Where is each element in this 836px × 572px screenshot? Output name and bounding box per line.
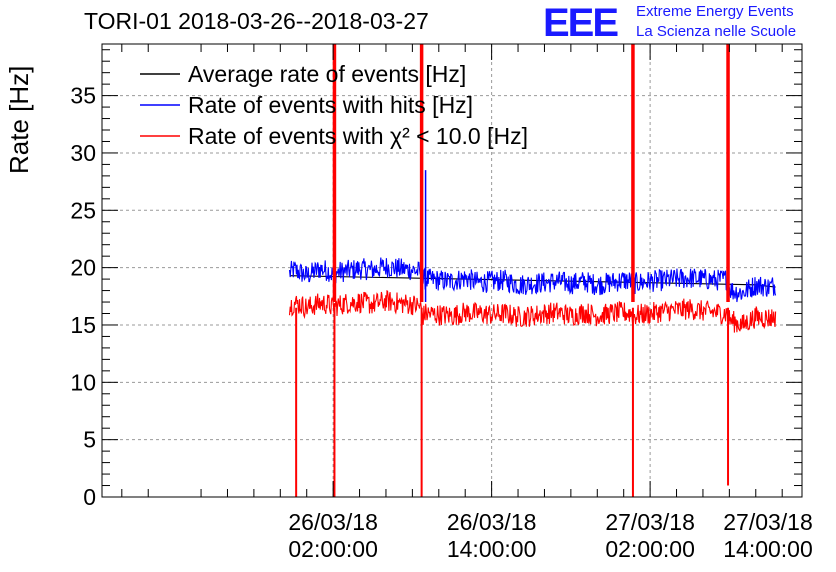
x-tick-date: 27/03/18 — [723, 509, 813, 535]
logo-line-1: Extreme Energy Events — [636, 3, 794, 20]
y-tick-label: 5 — [83, 427, 96, 453]
y-tick-label: 10 — [70, 369, 96, 395]
chart-title: TORI-01 2018-03-26--2018-03-27 — [84, 8, 429, 34]
x-tick-time: 14:00:00 — [447, 536, 537, 562]
y-tick-label: 30 — [70, 140, 96, 166]
legend-label: Rate of events with hits [Hz] — [188, 92, 473, 118]
y-tick-label: 25 — [70, 197, 96, 223]
x-tick-date: 26/03/18 — [447, 509, 537, 535]
axes: 0510152025303526/03/1802:00:0026/03/1814… — [70, 43, 813, 562]
x-tick-date: 27/03/18 — [605, 509, 695, 535]
series-line-2 — [288, 290, 777, 333]
legend-label: Average rate of events [Hz] — [188, 61, 466, 87]
plot-frame — [101, 43, 803, 498]
eee-logo: EEE — [543, 1, 619, 45]
series-line-1 — [288, 257, 777, 303]
legend-label: Rate of events with χ² < 10.0 [Hz] — [188, 123, 528, 149]
x-tick-time: 14:00:00 — [723, 536, 813, 562]
x-tick-time: 02:00:00 — [288, 536, 378, 562]
x-tick-time: 02:00:00 — [605, 536, 695, 562]
x-tick-date: 26/03/18 — [288, 509, 378, 535]
grid — [102, 44, 802, 497]
y-axis-label: Rate [Hz] — [4, 65, 34, 174]
y-tick-label: 35 — [70, 83, 96, 109]
y-tick-label: 15 — [70, 312, 96, 338]
legend: Average rate of events [Hz] Rate of event… — [140, 61, 528, 149]
y-tick-label: 0 — [83, 484, 96, 510]
series-area — [288, 44, 777, 497]
y-tick-label: 20 — [70, 255, 96, 281]
logo-line-2: La Scienza nelle Scuole — [636, 23, 797, 40]
